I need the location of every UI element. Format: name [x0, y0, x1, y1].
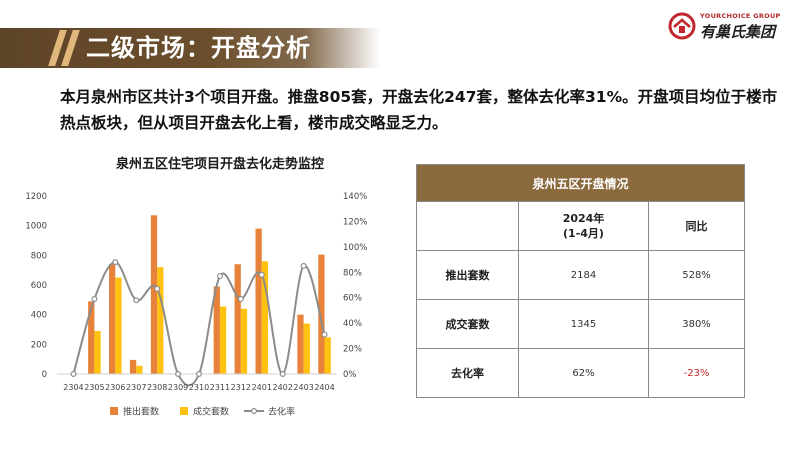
x-tick-label: 2312	[231, 383, 251, 392]
bar-推出套数	[318, 254, 325, 374]
bar-推出套数	[213, 286, 220, 374]
company-logo: YOURCHOICE GROUP 有巢氏集团	[668, 6, 792, 42]
row-value: 1345	[518, 299, 649, 349]
legend-label: 推出套数	[123, 406, 159, 418]
line-point	[300, 262, 307, 269]
x-tick-label: 2309	[168, 383, 188, 392]
x-tick-label: 2401	[252, 383, 272, 392]
table-row: 成交套数 1345 380%	[416, 299, 746, 349]
bar-推出套数	[255, 228, 262, 374]
legend-marker	[251, 408, 258, 415]
row-yoy: 380%	[647, 299, 746, 349]
x-tick-label: 2306	[105, 383, 125, 392]
x-tick-label: 2311	[210, 383, 230, 392]
chart-title: 泉州五区住宅项目开盘去化走势监控	[115, 157, 324, 172]
table-header-cell	[416, 201, 519, 251]
line-point	[91, 295, 98, 302]
bar-成交套数	[136, 365, 143, 374]
bar-推出套数	[129, 359, 137, 374]
legend-swatch	[110, 407, 118, 415]
logo-mark-icon	[668, 12, 696, 40]
x-tick-label: 2304	[63, 383, 83, 392]
y-left-tick-label: 0	[42, 370, 47, 380]
line-point	[321, 331, 328, 338]
line-point	[112, 259, 119, 266]
line-point	[279, 371, 286, 378]
bar-成交套数	[115, 277, 122, 374]
table-row: 去化率 62% -23%	[416, 348, 746, 398]
y-left-tick-label: 200	[31, 340, 47, 350]
line-point	[237, 295, 244, 302]
line-point	[258, 271, 265, 278]
y-right-tick-label: 140%	[343, 192, 367, 202]
bar-成交套数	[219, 306, 227, 374]
opening-stats-table: 泉州五区开盘情况 2024年 (1-4月) 同比 推出套数 2184 528% …	[415, 164, 746, 398]
x-tick-label: 2404	[314, 383, 334, 392]
bar-推出套数	[109, 264, 116, 374]
row-value: 2184	[518, 250, 649, 300]
y-left-tick-label: 1000	[25, 222, 47, 232]
bar-推出套数	[88, 301, 95, 374]
table-header-period: 2024年 (1-4月)	[518, 201, 649, 251]
table-header-row: 2024年 (1-4月) 同比	[416, 201, 746, 251]
x-tick-label: 2307	[126, 383, 146, 392]
y-right-tick-label: 60%	[343, 294, 362, 304]
line-point	[216, 273, 223, 280]
bar-推出套数	[150, 215, 158, 374]
bar-推出套数	[234, 264, 241, 374]
line-point	[196, 371, 203, 378]
y-left-tick-label: 400	[31, 311, 47, 321]
table-caption: 泉州五区开盘情况	[415, 164, 746, 202]
logo-english-text: YOURCHOICE GROUP	[700, 12, 781, 20]
row-label: 成交套数	[416, 299, 519, 349]
x-tick-label: 2308	[147, 383, 167, 392]
bar-成交套数	[157, 267, 164, 374]
row-label: 去化率	[416, 348, 519, 398]
table-header-yoy: 同比	[647, 201, 746, 251]
bar-成交套数	[261, 261, 269, 374]
line-point	[133, 297, 140, 304]
y-right-tick-label: 0%	[343, 370, 357, 380]
legend-swatch	[180, 407, 188, 415]
x-tick-label: 2403	[293, 383, 313, 392]
row-label: 推出套数	[416, 250, 519, 300]
y-left-tick-label: 600	[31, 281, 47, 291]
legend-label: 成交套数	[193, 406, 229, 418]
x-tick-label: 2310	[189, 383, 209, 392]
y-right-tick-label: 20%	[343, 345, 362, 355]
bar-推出套数	[297, 314, 304, 374]
y-left-tick-label: 1200	[25, 192, 47, 202]
bar-成交套数	[94, 330, 101, 374]
x-tick-label: 2305	[84, 383, 104, 392]
bar-成交套数	[240, 308, 248, 374]
trend-chart: 0 200 400 600 800 1000 1200 0% 20% 40% 60% 80% 100%…	[25, 192, 367, 418]
table-row: 推出套数 2184 528%	[416, 250, 746, 300]
line-point	[70, 371, 77, 378]
logo-chinese-text: 有巢氏集团	[700, 23, 776, 41]
bar-成交套数	[324, 337, 331, 374]
row-yoy: -23%	[647, 348, 746, 398]
y-right-tick-label: 80%	[343, 268, 362, 278]
y-right-tick-label: 40%	[343, 319, 362, 329]
y-right-tick-label: 100%	[343, 243, 367, 253]
legend-label: 去化率	[268, 406, 295, 418]
y-right-tick-label: 120%	[343, 217, 367, 227]
y-left-tick-label: 800	[31, 251, 47, 261]
page-title: 二级市场：开盘分析	[86, 34, 311, 62]
summary-text: 本月泉州市区共计3个项目开盘。推盘805套，开盘去化247套，整体去化率31%。…	[60, 88, 778, 132]
line-point	[175, 371, 182, 378]
line-point	[154, 285, 161, 292]
row-value: 62%	[518, 348, 649, 398]
bar-成交套数	[303, 323, 310, 374]
row-yoy: 528%	[647, 250, 746, 300]
x-tick-label: 2402	[273, 383, 293, 392]
